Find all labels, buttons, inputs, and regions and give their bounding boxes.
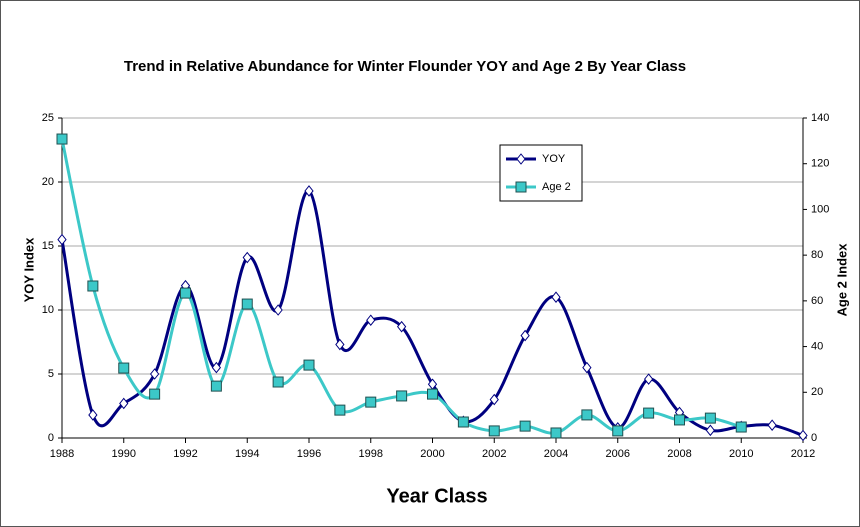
point xyxy=(365,396,377,408)
y-tick-label: 25 xyxy=(42,112,54,124)
x-tick-label: 1988 xyxy=(50,448,74,460)
point xyxy=(704,412,716,424)
y-tick-label: 5 xyxy=(48,368,54,380)
point xyxy=(550,427,562,439)
point xyxy=(396,320,407,333)
x-tick-label: 2000 xyxy=(420,448,444,460)
point xyxy=(366,314,376,327)
y2-tick-label: 40 xyxy=(811,340,823,352)
x-tick-label: 1996 xyxy=(297,448,321,460)
point xyxy=(643,373,654,385)
y-tick-label: 20 xyxy=(42,176,54,188)
x-tick-label: 2002 xyxy=(482,448,506,460)
chart-title: Trend in Relative Abundance for Winter F… xyxy=(124,58,686,75)
y2-axis-label: Age 2 Index xyxy=(834,243,849,317)
legend-label: Age 2 xyxy=(542,181,571,193)
point xyxy=(303,359,315,371)
y2-tick-label: 60 xyxy=(811,295,823,307)
y-axis-label: YOY Index xyxy=(21,237,36,303)
y2-tick-label: 80 xyxy=(811,249,823,261)
x-tick-label: 2008 xyxy=(667,448,691,460)
point xyxy=(396,390,408,402)
legend-marker xyxy=(516,153,526,165)
x-tick-label: 1990 xyxy=(112,448,136,460)
point xyxy=(674,414,685,426)
y-tick-label: 0 xyxy=(48,432,54,444)
point xyxy=(488,425,500,437)
y2-tick-label: 20 xyxy=(811,386,823,398)
point xyxy=(88,409,98,421)
point xyxy=(57,233,67,246)
series-line xyxy=(60,189,804,437)
x-tick-label: 1994 xyxy=(235,448,259,460)
y2-tick-label: 140 xyxy=(811,112,829,124)
x-tick-label: 1992 xyxy=(173,448,197,460)
point xyxy=(149,388,161,400)
point xyxy=(798,429,808,442)
point xyxy=(87,280,99,292)
x-axis-label: Year Class xyxy=(386,485,487,507)
x-tick-label: 2006 xyxy=(606,448,630,460)
point xyxy=(705,424,716,437)
point xyxy=(551,291,561,304)
point xyxy=(735,421,747,433)
y2-tick-label: 100 xyxy=(811,203,829,215)
point xyxy=(519,420,531,432)
legend-box xyxy=(499,144,583,202)
point xyxy=(272,376,284,388)
point xyxy=(767,419,777,432)
x-tick-label: 2004 xyxy=(544,448,568,460)
point xyxy=(210,380,222,392)
point xyxy=(180,287,191,299)
point xyxy=(119,397,129,410)
point xyxy=(211,361,222,374)
point xyxy=(304,185,314,197)
point xyxy=(457,416,469,428)
point xyxy=(643,407,655,419)
y2-tick-label: 120 xyxy=(811,158,829,170)
legend-label: YOY xyxy=(542,153,566,165)
x-tick-label: 1998 xyxy=(359,448,383,460)
point xyxy=(149,368,160,380)
y-tick-label: 10 xyxy=(42,304,54,316)
point xyxy=(582,361,592,374)
point xyxy=(612,425,624,437)
point xyxy=(56,133,68,145)
point xyxy=(520,329,530,342)
legend-marker xyxy=(515,181,527,193)
point xyxy=(489,393,499,406)
x-tick-label: 2010 xyxy=(729,448,753,460)
point xyxy=(241,298,253,310)
point xyxy=(273,304,283,316)
y-tick-label: 15 xyxy=(42,240,54,252)
y2-tick-label: 0 xyxy=(811,432,817,444)
point xyxy=(334,404,346,416)
point xyxy=(242,251,252,264)
point xyxy=(118,362,130,374)
x-tick-label: 2012 xyxy=(791,448,815,460)
point xyxy=(335,338,345,351)
point xyxy=(581,409,593,421)
point xyxy=(427,388,438,400)
